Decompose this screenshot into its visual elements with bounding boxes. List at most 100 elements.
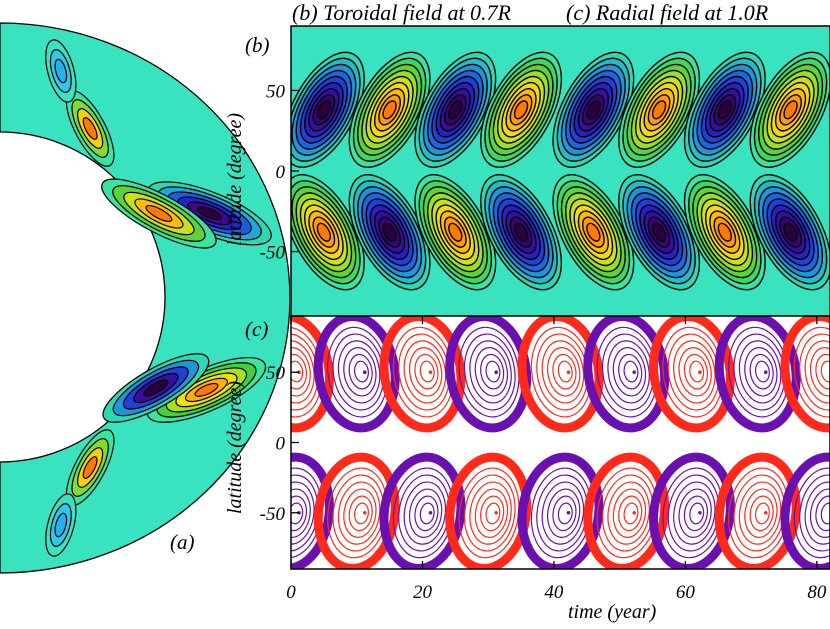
radial-cell-center — [763, 370, 768, 375]
radial-cell-center — [632, 370, 637, 375]
radial-contour — [678, 347, 712, 397]
shell-contour — [145, 205, 173, 222]
panel-c-label: (c) — [245, 317, 268, 341]
radial-cell-center — [632, 510, 637, 515]
radial-contour — [408, 488, 443, 538]
toroidal-contour — [783, 222, 798, 242]
toroidal-cell — [348, 174, 431, 291]
shell-contour — [54, 58, 68, 84]
toroidal-cell — [291, 174, 365, 291]
radial-contour — [337, 340, 381, 404]
tick-label: -50 — [260, 243, 286, 264]
tick-label: 0 — [276, 434, 286, 455]
radial-contour-band — [517, 316, 604, 433]
toroidal-contour — [316, 222, 332, 242]
radial-contour — [557, 502, 573, 525]
radial-contour — [541, 481, 585, 545]
toroidal-cell — [414, 51, 497, 168]
radial-cell-center — [428, 370, 433, 375]
title-b: (b) Toroidal field at 0.7R — [292, 0, 512, 25]
radial-contour — [623, 502, 639, 525]
toroidal-cell — [480, 51, 563, 168]
radial-contour — [408, 347, 443, 397]
toroidal-contour — [586, 100, 601, 120]
shell-cell — [146, 356, 267, 423]
radial-contour-band — [379, 316, 466, 433]
panel-a-shell-fill — [0, 22, 290, 574]
radial-contour — [673, 481, 716, 545]
radial-contour — [463, 474, 516, 552]
shell-contour — [143, 379, 169, 397]
tick-label: 80 — [807, 582, 827, 603]
toroidal-cell — [749, 51, 830, 168]
radial-contour — [754, 502, 770, 525]
radial-contour — [291, 340, 315, 404]
radial-contour-band — [714, 452, 801, 569]
toroidal-cell — [683, 51, 766, 168]
shell-contour — [54, 512, 68, 538]
radial-contour-band — [313, 452, 400, 569]
toroidal-contour — [513, 222, 529, 242]
panel-a-meridional-shell — [0, 22, 290, 574]
shell-cell — [102, 353, 210, 423]
tick-label: 60 — [676, 582, 696, 603]
radial-contour — [291, 488, 311, 538]
panel-c-radial-butterfly — [291, 316, 830, 569]
shell-contour — [82, 117, 98, 140]
title-c: (c) Radial field at 1.0R — [566, 0, 769, 25]
radial-contour — [607, 340, 650, 404]
radial-contour — [607, 481, 650, 545]
radial-contour — [678, 488, 712, 538]
radial-cell-center — [566, 510, 571, 515]
radial-contour — [744, 347, 778, 397]
radial-cell — [379, 452, 466, 569]
toroidal-cell — [291, 51, 365, 168]
radial-cell-center — [494, 370, 498, 375]
shell-contour — [197, 206, 222, 221]
radial-contour-band — [780, 316, 830, 433]
radial-contour-band — [291, 452, 334, 569]
panel-b-label: (b) — [245, 33, 270, 57]
shell-cell — [147, 181, 272, 246]
toroidal-contour — [717, 100, 732, 120]
radial-contour — [414, 353, 439, 390]
tick-label: 40 — [544, 582, 564, 603]
tick-label: 20 — [413, 582, 433, 603]
shell-cell — [65, 90, 115, 167]
radial-contour — [612, 347, 647, 397]
radial-contour — [469, 340, 512, 404]
toroidal-cell — [348, 51, 431, 168]
radial-contour — [291, 481, 315, 545]
shell-cell — [101, 178, 217, 249]
radial-cell-center — [428, 510, 433, 515]
radial-contour — [804, 481, 830, 545]
radial-contour — [291, 347, 311, 397]
toroidal-contour — [717, 222, 732, 242]
radial-contour — [403, 481, 447, 545]
radial-contour — [612, 488, 647, 538]
radial-contour-band — [649, 316, 735, 433]
radial-contour — [541, 340, 585, 404]
radial-contour — [343, 488, 377, 538]
radial-contour — [419, 502, 435, 525]
radial-contour — [552, 353, 577, 390]
radial-contour — [291, 502, 304, 525]
radial-cell-center — [494, 510, 498, 515]
radial-cell-center — [362, 370, 367, 375]
radial-contour — [683, 353, 709, 390]
radial-cell — [517, 452, 604, 569]
toroidal-contour — [382, 222, 397, 242]
shell-cell — [45, 493, 77, 557]
radial-contour — [485, 502, 501, 525]
panel-b-contour-cells — [291, 51, 830, 291]
panel-a-contour-cells — [45, 39, 272, 557]
radial-contour — [738, 340, 782, 404]
radial-contour — [403, 340, 447, 404]
radial-contour — [474, 488, 509, 538]
radial-contour — [291, 495, 308, 532]
toroidal-contour — [651, 222, 667, 242]
radial-contour — [689, 360, 705, 383]
toroidal-contour — [513, 100, 529, 120]
radial-contour — [799, 474, 830, 552]
